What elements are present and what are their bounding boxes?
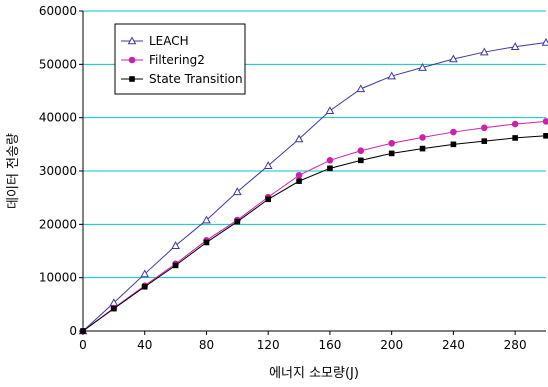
x-tick-label: 120 — [257, 338, 280, 352]
data-point — [543, 133, 548, 139]
data-point — [142, 284, 148, 290]
y-tick-label: 10000 — [39, 271, 77, 285]
x-tick-label: 80 — [199, 338, 214, 352]
legend-label: Filtering2 — [149, 53, 205, 67]
data-point — [327, 166, 333, 172]
data-point — [512, 135, 518, 141]
y-tick-label: 20000 — [39, 217, 77, 231]
x-tick-label: 240 — [442, 338, 465, 352]
y-tick-label: 30000 — [39, 164, 77, 178]
data-point — [512, 121, 518, 127]
data-point — [481, 125, 487, 131]
x-tick-label: 280 — [504, 338, 527, 352]
legend-marker — [129, 57, 135, 63]
data-point — [265, 196, 271, 202]
data-point — [235, 219, 241, 225]
data-point — [296, 178, 302, 184]
legend-marker — [129, 76, 135, 82]
legend: LEACH Filtering2 State Transition — [115, 24, 245, 94]
data-point — [481, 138, 487, 144]
data-point — [389, 140, 395, 146]
data-point — [173, 263, 179, 269]
legend-label: State Transition — [149, 72, 243, 86]
data-point — [358, 148, 364, 154]
x-tick-label: 0 — [79, 338, 87, 352]
y-tick-label: 40000 — [39, 111, 77, 125]
legend-label: LEACH — [149, 34, 189, 48]
data-point — [389, 151, 395, 157]
y-axis-title: 데이터 전송량 — [6, 133, 21, 209]
data-point — [451, 129, 457, 135]
data-point — [358, 158, 364, 164]
x-tick-label: 200 — [380, 338, 403, 352]
y-tick-label: 50000 — [39, 57, 77, 71]
data-point — [451, 142, 457, 148]
data-point — [204, 240, 210, 246]
data-point — [327, 158, 333, 164]
x-axis-title: 에너지 소모량(J) — [269, 366, 359, 381]
x-tick-label: 160 — [318, 338, 341, 352]
x-tick-label: 40 — [137, 338, 152, 352]
y-tick-label: 60000 — [39, 4, 77, 18]
data-point — [543, 119, 548, 125]
data-point — [111, 306, 117, 312]
data-point — [80, 328, 86, 334]
data-point — [296, 172, 302, 178]
y-tick-label: 0 — [69, 324, 77, 338]
data-point — [420, 135, 426, 141]
data-point — [420, 146, 426, 152]
